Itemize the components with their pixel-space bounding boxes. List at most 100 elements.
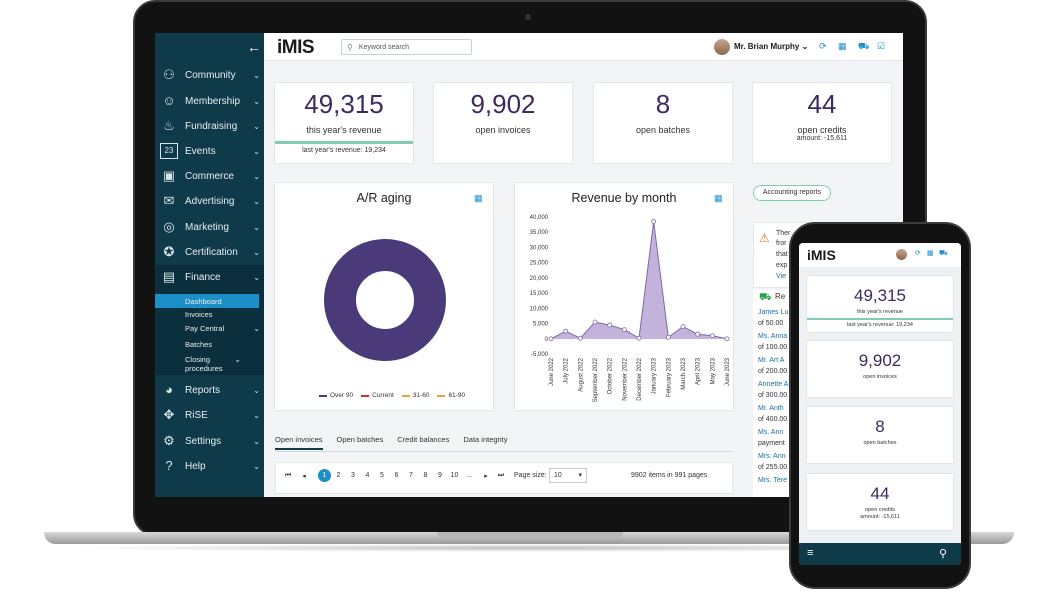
- finance-section: [155, 265, 264, 375]
- calendar-icon[interactable]: ▦: [838, 41, 847, 51]
- cart-icon[interactable]: ⛟: [939, 250, 948, 257]
- page-button[interactable]: 10: [450, 472, 459, 479]
- last-page-icon[interactable]: ⏭: [497, 472, 505, 479]
- calendar-icon[interactable]: ▦: [714, 193, 723, 203]
- stat-card[interactable]: 44 open credits amount: -15,611: [752, 82, 892, 164]
- recent-name[interactable]: James Lu: [758, 309, 789, 316]
- phone-stat-card[interactable]: 49,315 this year's revenue last year's rev…: [806, 275, 954, 333]
- refresh-icon[interactable]: ⟳: [915, 250, 921, 257]
- sidebar-item-label: Membership: [185, 95, 241, 107]
- phone-logo[interactable]: iMIS: [807, 247, 836, 263]
- chevron-down-icon: ⌄: [253, 247, 260, 257]
- sidebar-item[interactable]: ◕ Reports ⌄: [155, 378, 264, 402]
- alert-line: that: [776, 251, 788, 258]
- phone-stat-card[interactable]: 9,902 open invoices: [806, 340, 954, 398]
- sidebar-item[interactable]: ▣ Commerce ⌄: [155, 164, 264, 188]
- y-tick-label: 20,000: [530, 276, 549, 282]
- chevron-down-icon: ⌄: [253, 171, 260, 181]
- refresh-icon[interactable]: ⟳: [819, 41, 827, 51]
- app-logo[interactable]: iMIS: [277, 37, 315, 58]
- target-icon: ◎: [163, 219, 175, 234]
- recent-amount: of 100.00: [758, 344, 788, 351]
- page-button[interactable]: 1: [318, 469, 331, 482]
- sidebar-item[interactable]: ✥ RiSE ⌄: [155, 403, 264, 427]
- search-input[interactable]: ⚲ Keyword search: [341, 39, 472, 55]
- finance-subitem[interactable]: Closing procedures ⌄: [185, 355, 245, 373]
- y-tick-label: 0: [545, 337, 549, 343]
- accounting-reports-button[interactable]: Accounting reports: [753, 185, 831, 201]
- ar-aging-legend: Over 90 Current 31-60 61-90: [319, 392, 465, 399]
- page-button[interactable]: 5: [380, 472, 384, 479]
- search-placeholder: Keyword search: [358, 43, 410, 51]
- stat-label: open credits: [797, 125, 847, 135]
- cart-icon[interactable]: ⛟: [858, 41, 870, 51]
- sidebar-item[interactable]: ♨ Fundraising ⌄: [155, 114, 264, 138]
- phone-stat-label: open invoices: [863, 374, 897, 380]
- page-button[interactable]: 9: [438, 472, 442, 479]
- stat-value: 8: [655, 89, 671, 119]
- recent-name[interactable]: Mrs. Ann: [758, 453, 786, 460]
- calendar-icon[interactable]: ▦: [474, 193, 483, 203]
- recent-name[interactable]: Ms. Anna: [758, 333, 788, 340]
- stat-label: open invoices: [475, 125, 531, 135]
- back-arrow-icon[interactable]: ←: [247, 39, 261, 55]
- finance-subitem[interactable]: Batches: [185, 340, 264, 349]
- stat-card[interactable]: 49,315 this year's revenue last year's rev…: [274, 82, 414, 164]
- x-tick-label: January 2023: [652, 357, 658, 394]
- sidebar-item[interactable]: ☺ Membership ⌄: [155, 89, 264, 113]
- recent-amount: of 400.00: [758, 416, 788, 423]
- sidebar-item[interactable]: ⚙ Settings ⌄: [155, 429, 264, 453]
- chevron-down-icon: ⌄: [253, 96, 260, 106]
- stat-card[interactable]: 8 open batches: [593, 82, 733, 164]
- chevron-down-icon: ⌄: [253, 70, 260, 80]
- tab[interactable]: Open invoices: [275, 435, 323, 450]
- finance-subitem[interactable]: Pay Central ⌄: [185, 324, 264, 333]
- recent-name[interactable]: Mr. Art A: [758, 357, 785, 364]
- sidebar-item[interactable]: ◎ Marketing ⌄: [155, 215, 264, 239]
- recent-name[interactable]: Annette A: [758, 381, 789, 388]
- y-tick-label: 25,000: [530, 261, 549, 267]
- tab[interactable]: Open batches: [336, 435, 384, 444]
- avatar[interactable]: [896, 249, 907, 260]
- sidebar-item[interactable]: ✪ Certification ⌄: [155, 240, 264, 264]
- recent-name[interactable]: Ms. Ann: [758, 429, 784, 436]
- sidebar-item[interactable]: 23 Events ⌄: [155, 139, 264, 163]
- page-button[interactable]: 4: [365, 472, 370, 479]
- page-button[interactable]: 6: [394, 472, 399, 479]
- calendar-icon[interactable]: ▦: [927, 250, 934, 257]
- page-size-select[interactable]: 10 ▾: [549, 468, 587, 483]
- next-page-icon[interactable]: ▸: [484, 473, 488, 480]
- user-name[interactable]: Mr. Brian Murphy ⌄: [734, 42, 809, 51]
- prev-page-icon[interactable]: ◂: [302, 473, 306, 480]
- stat-card[interactable]: 9,902 open invoices: [433, 82, 573, 164]
- sidebar-item[interactable]: ⚇ Community ⌄: [155, 63, 264, 87]
- page-button[interactable]: 3: [351, 472, 355, 479]
- phone-stat-card[interactable]: 8 open batches: [806, 406, 954, 464]
- sidebar-item[interactable]: ✉ Advertising ⌄: [155, 189, 264, 213]
- search-icon[interactable]: ⚲: [939, 548, 948, 560]
- page-button[interactable]: 2: [336, 472, 341, 479]
- page-button[interactable]: 8: [423, 472, 428, 479]
- first-page-icon[interactable]: ⏮: [284, 472, 292, 479]
- phone-stat-card[interactable]: 44 open credits amount: -15,611: [806, 473, 954, 531]
- tab[interactable]: Credit balances: [397, 435, 450, 444]
- legend-item: 31-60: [401, 392, 429, 399]
- checklist-icon[interactable]: ☑: [877, 41, 886, 51]
- recent-name[interactable]: Mr. Anth: [758, 405, 784, 412]
- tab[interactable]: Data integrity: [463, 435, 508, 444]
- community-icon: ⚇: [163, 67, 175, 82]
- sidebar-item[interactable]: ▤ Finance ⌄: [155, 265, 264, 289]
- y-tick-label: 10,000: [530, 306, 549, 312]
- data-point: [665, 334, 671, 340]
- menu-icon[interactable]: ≡: [807, 547, 814, 559]
- recent-name[interactable]: Mrs. Tere: [758, 477, 788, 484]
- sidebar-item-label: RiSE: [185, 409, 208, 421]
- avatar[interactable]: [714, 39, 730, 55]
- page-button[interactable]: 7: [409, 472, 413, 479]
- page-button[interactable]: ...: [466, 472, 472, 479]
- data-point: [563, 328, 569, 334]
- finance-subitem[interactable]: Invoices: [185, 310, 264, 319]
- sidebar-item[interactable]: ? Help ⌄: [155, 454, 264, 478]
- recent-title: Re: [775, 292, 786, 301]
- finance-subitem[interactable]: Dashboard: [155, 294, 259, 308]
